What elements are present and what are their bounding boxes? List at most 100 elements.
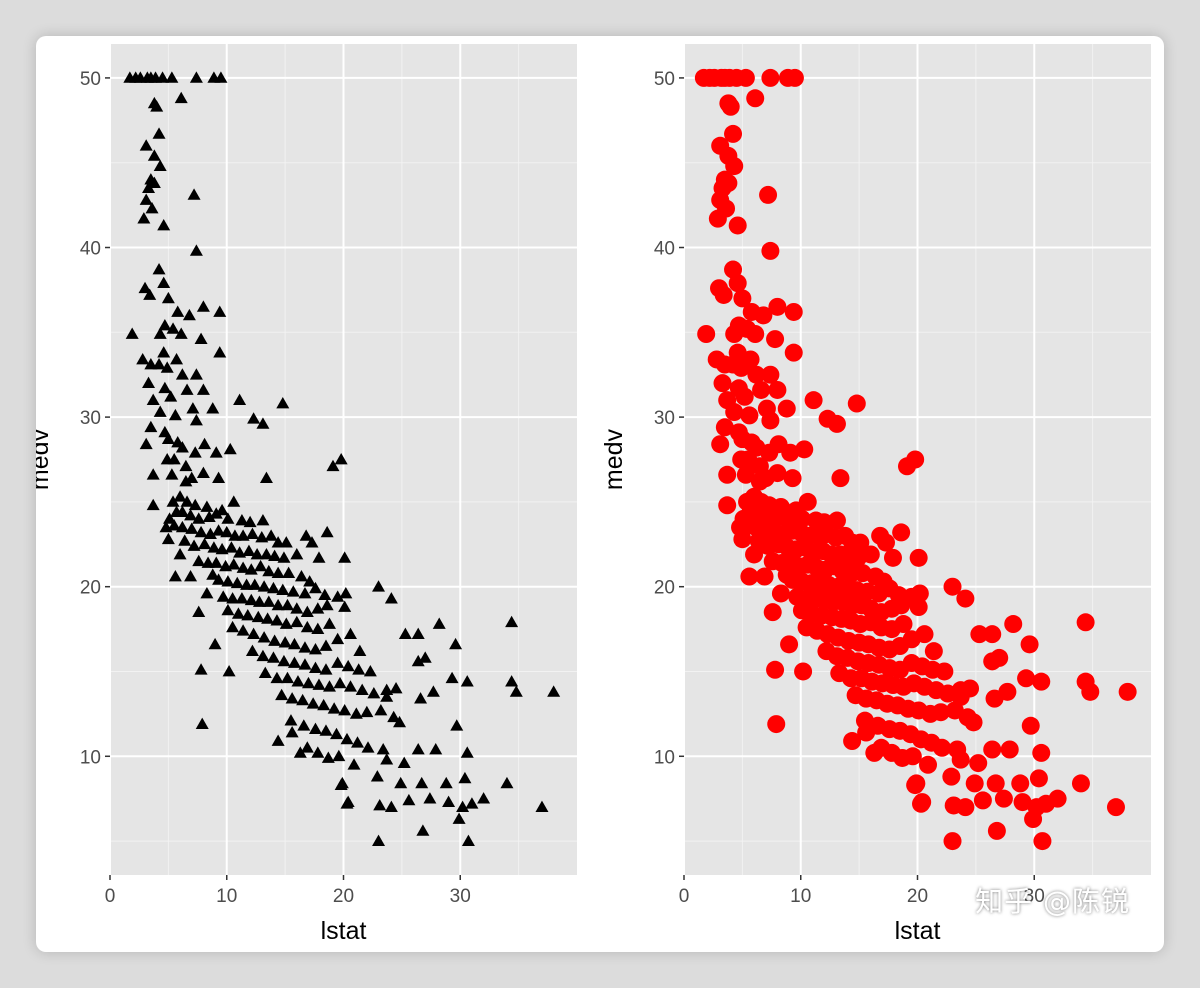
data-point-circle — [1071, 774, 1090, 793]
data-point-triangle — [150, 100, 164, 112]
data-point-triangle — [311, 746, 325, 758]
data-point-triangle — [212, 471, 226, 484]
data-point-circle — [804, 391, 823, 410]
data-point-triangle — [220, 525, 234, 538]
data-point-triangle — [344, 627, 358, 640]
data-point-triangle — [442, 795, 456, 807]
data-point-circle — [759, 185, 778, 204]
data-point-triangle — [429, 743, 443, 755]
data-point-circle — [915, 625, 934, 644]
data-point-circle — [1118, 682, 1137, 701]
data-point-triangle — [208, 637, 222, 650]
data-point-circle — [725, 157, 744, 176]
data-point-circle — [1013, 793, 1032, 812]
data-point-triangle — [221, 603, 235, 616]
data-point-circle — [1036, 794, 1055, 813]
data-point-triangle — [257, 580, 271, 592]
data-point-triangle — [303, 575, 317, 587]
data-point-triangle — [231, 607, 245, 619]
data-point-triangle — [300, 605, 314, 618]
data-point-triangle — [262, 595, 276, 607]
data-point-circle — [942, 767, 961, 786]
data-point-triangle — [414, 692, 428, 704]
data-point-triangle — [271, 734, 285, 746]
data-point-triangle — [397, 756, 411, 768]
data-point-triangle — [160, 361, 174, 373]
data-point-circle — [951, 750, 970, 769]
data-point-circle — [733, 289, 752, 308]
data-point-triangle — [389, 681, 403, 694]
data-point-triangle — [152, 358, 166, 370]
data-point-circle — [876, 533, 895, 552]
data-point-triangle — [290, 602, 304, 614]
data-point-circle — [733, 530, 752, 549]
data-point-circle — [766, 330, 785, 349]
data-point-triangle — [270, 614, 284, 626]
data-point-triangle — [179, 459, 193, 472]
data-point-triangle — [297, 719, 311, 731]
x-axis-title: lstat — [895, 917, 941, 945]
data-point-circle — [857, 723, 876, 742]
data-point-triangle — [174, 327, 188, 339]
data-point-triangle — [333, 676, 347, 689]
data-point-circle — [766, 660, 785, 679]
data-point-circle — [965, 774, 984, 793]
data-point-triangle — [370, 770, 384, 782]
data-point-triangle — [300, 741, 314, 753]
data-point-triangle — [174, 91, 188, 104]
data-point-circle — [956, 798, 975, 817]
data-point-circle — [715, 418, 734, 437]
data-point-triangle — [250, 547, 264, 560]
data-point-triangle — [236, 561, 250, 573]
data-point-triangle — [308, 642, 322, 655]
data-point-triangle — [415, 776, 429, 789]
data-point-triangle — [194, 663, 208, 675]
data-point-triangle — [226, 620, 240, 633]
data-point-circle — [1076, 613, 1095, 632]
data-point-triangle — [349, 707, 363, 719]
data-point-triangle — [152, 263, 166, 275]
data-point-circle — [780, 635, 799, 654]
data-point-circle — [843, 732, 862, 751]
data-point-triangle — [196, 466, 210, 478]
data-point-triangle — [224, 541, 238, 553]
data-point-circle — [973, 791, 992, 810]
data-point-triangle — [188, 498, 202, 511]
data-point-triangle — [144, 420, 158, 433]
data-point-triangle — [279, 617, 293, 629]
data-point-triangle — [308, 722, 322, 735]
data-point-triangle — [432, 617, 446, 629]
x-tick-label: 20 — [907, 886, 928, 907]
data-point-circle — [831, 469, 850, 488]
data-point-triangle — [136, 352, 150, 365]
data-point-triangle — [226, 592, 240, 604]
data-point-triangle — [147, 176, 161, 188]
data-point-triangle — [278, 636, 292, 648]
data-point-circle — [1011, 774, 1030, 793]
data-point-circle — [736, 465, 755, 484]
data-point-circle — [728, 216, 747, 235]
data-point-triangle — [146, 498, 160, 511]
data-point-triangle — [271, 566, 285, 579]
data-point-triangle — [161, 432, 175, 445]
data-point-triangle — [387, 710, 401, 723]
data-point-triangle — [142, 376, 156, 389]
data-point-circle — [768, 380, 787, 399]
data-point-triangle — [189, 413, 203, 426]
data-point-triangle — [255, 531, 269, 543]
data-point-triangle — [203, 527, 217, 539]
data-point-triangle — [244, 593, 258, 606]
data-point-triangle — [158, 319, 172, 331]
data-point-triangle — [300, 620, 314, 633]
data-point-circle — [851, 533, 870, 552]
data-point-triangle — [230, 576, 244, 589]
data-point-triangle — [227, 558, 241, 570]
data-point-triangle — [319, 724, 333, 736]
data-point-triangle — [402, 793, 416, 806]
data-point-triangle — [439, 776, 453, 789]
data-point-circle — [721, 97, 740, 116]
data-point-circle — [732, 450, 751, 469]
data-point-triangle — [355, 683, 369, 696]
data-point-triangle — [418, 651, 432, 663]
data-point-triangle — [157, 346, 171, 358]
